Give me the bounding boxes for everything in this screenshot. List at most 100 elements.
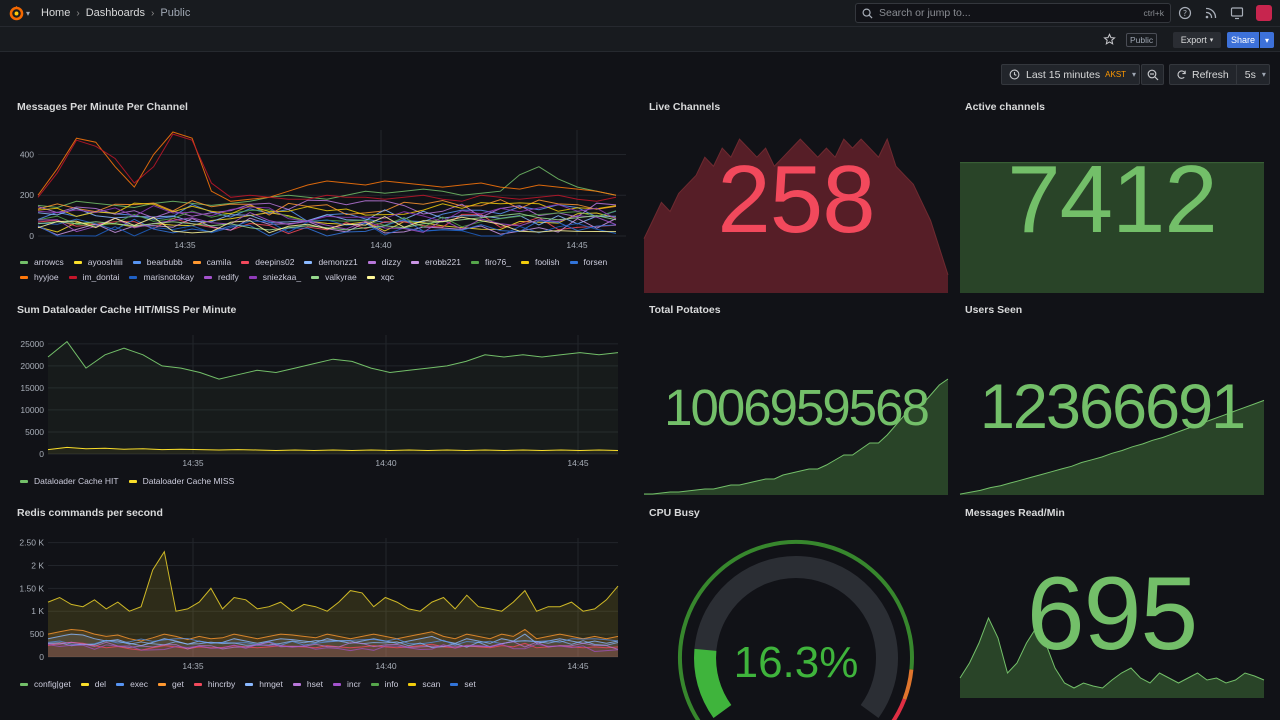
legend-item-hmget[interactable]: hmget (245, 679, 283, 689)
star-icon[interactable] (1103, 33, 1116, 46)
redis-chart[interactable]: 0 500 1 K 1.50 K 2 K 2.50 K 14:35 14:40 14:45 (0, 528, 640, 675)
share-button[interactable]: Share (1227, 32, 1259, 48)
sparkline-line (644, 378, 949, 495)
legend-item-scan[interactable]: scan (408, 679, 440, 689)
legend-label: Dataloader Cache MISS (142, 476, 235, 486)
legend-swatch (292, 682, 301, 686)
panel-title-total-potatoes[interactable]: Total Potatoes (649, 304, 721, 316)
legend-item-config-get[interactable]: config|get (20, 679, 71, 689)
panel-title-active-channels[interactable]: Active channels (965, 101, 1045, 113)
series-line-im-dontai (37, 133, 617, 202)
legend-label: exec (130, 679, 149, 689)
x-tick-label: 14:40 (375, 458, 397, 468)
time-range-picker[interactable]: Last 15 minutes AKST ▾ (1001, 64, 1140, 85)
export-label: Export (1180, 35, 1207, 45)
legend-label: info (384, 679, 399, 689)
legend-item-get[interactable]: get (158, 679, 184, 689)
y-tick-label: 5000 (25, 427, 44, 437)
sparkline-line (959, 616, 1265, 689)
messages-chart[interactable]: 0 200 400 14:35 14:40 14:45 (0, 120, 640, 255)
legend-swatch (128, 479, 137, 483)
legend-label: hmget (259, 679, 283, 689)
legend-label: del (94, 679, 107, 689)
active-channels-value: 7412 (1007, 146, 1218, 253)
legend-label: deepins02 (255, 257, 295, 267)
legend-item-marisnotokay[interactable]: marisnotokay (129, 272, 194, 282)
breadcrumb-dashboards[interactable]: Dashboards (85, 7, 146, 19)
legend-item-incr[interactable]: incr (332, 679, 361, 689)
legend-swatch (248, 275, 257, 279)
legend-item-info[interactable]: info (370, 679, 399, 689)
legend-item-dataloader-cache-hit[interactable]: Dataloader Cache HIT (20, 476, 119, 486)
legend-item-del[interactable]: del (80, 679, 107, 689)
y-tick-label: 0 (39, 652, 44, 662)
refresh-interval[interactable]: 5s (1244, 68, 1256, 81)
search-input[interactable]: Search or jump to... ctrl+k (855, 3, 1171, 23)
legend-item-exec[interactable]: exec (116, 679, 148, 689)
cache-legend: Dataloader Cache HIT Dataloader Cache MIS… (20, 476, 620, 486)
legend-swatch (520, 260, 529, 264)
users-seen-value: 12366691 (979, 372, 1246, 442)
y-tick-label: 1 K (31, 606, 44, 616)
legend-item-camila[interactable]: camila (192, 257, 231, 267)
legend-label: forsen (583, 257, 608, 267)
legend-item-xqc[interactable]: xqc (366, 272, 394, 282)
legend-swatch (80, 682, 89, 686)
legend-swatch (241, 260, 250, 264)
legend-item-redify[interactable]: redify (204, 272, 239, 282)
series-line-ayooshliii (37, 212, 617, 233)
legend-item-deepins02[interactable]: deepins02 (241, 257, 294, 267)
legend-item-hset[interactable]: hset (292, 679, 323, 689)
legend-label: foolish (534, 257, 560, 267)
legend-item-arrowcs[interactable]: arrowcs (20, 257, 64, 267)
legend-item-erobb221[interactable]: erobb221 (411, 257, 461, 267)
help-icon[interactable]: ? (1178, 6, 1192, 20)
legend-label: incr (346, 679, 361, 689)
legend-item-demonzz1[interactable]: demonzz1 (304, 257, 358, 267)
monitor-icon[interactable] (1230, 6, 1244, 20)
panel-title-cache[interactable]: Sum Dataloader Cache HIT/MISS Per Minute (17, 304, 237, 316)
dashboard-toolbar (0, 27, 1280, 52)
user-avatar[interactable] (1256, 5, 1272, 21)
cache-chart[interactable]: 0 5000 10000 15000 20000 25000 14:35 14:40 14:45 (0, 325, 640, 470)
refresh-button[interactable]: Refresh 5s ▾ (1169, 64, 1270, 85)
legend-item-sniezkaa-[interactable]: sniezkaa_ (248, 272, 301, 282)
share-dropdown-button[interactable]: ▾ (1260, 32, 1274, 48)
series-line-camila (37, 199, 617, 216)
legend-item-dataloader-cache-miss[interactable]: Dataloader Cache MISS (128, 476, 235, 486)
chevron-right-icon: › (76, 7, 80, 19)
chevron-down-icon[interactable]: ▾ (26, 9, 31, 18)
panel-title-live-channels[interactable]: Live Channels (649, 101, 721, 113)
panel-title-users-seen[interactable]: Users Seen (965, 304, 1023, 316)
legend-item-set[interactable]: set (450, 679, 476, 689)
legend-swatch (569, 260, 578, 264)
legend-item-ayooshliii[interactable]: ayooshliii (73, 257, 123, 267)
legend-item-dizzy[interactable]: dizzy (367, 257, 401, 267)
export-button[interactable]: Export ▾ (1173, 32, 1221, 48)
rss-icon[interactable] (1204, 6, 1218, 20)
legend-label: marisnotokay (143, 272, 194, 282)
legend-label: valkyrae (325, 272, 357, 282)
panel-title-messages[interactable]: Messages Per Minute Per Channel (17, 101, 188, 113)
y-tick-label: 200 (20, 190, 34, 200)
legend-item-firo76-[interactable]: firo76_ (470, 257, 511, 267)
x-tick-label: 14:35 (182, 661, 204, 671)
panel-title-redis[interactable]: Redis commands per second (17, 507, 163, 519)
legend-item-im-dontai[interactable]: im_dontai (68, 272, 119, 282)
legend-swatch (20, 275, 28, 279)
zoom-out-button[interactable] (1141, 64, 1164, 85)
panel-title-cpu-busy[interactable]: CPU Busy (649, 507, 700, 519)
series-line-deepins02 (37, 213, 617, 235)
grafana-logo-icon[interactable] (8, 5, 25, 22)
legend-item-forsen[interactable]: forsen (569, 257, 608, 267)
legend-item-hincrby[interactable]: hincrby (193, 679, 235, 689)
legend-swatch (408, 682, 417, 686)
legend-item-bearbubb[interactable]: bearbubb (132, 257, 183, 267)
legend-item-hyyjoe[interactable]: hyyjoe (20, 272, 59, 282)
legend-item-valkyrae[interactable]: valkyrae (311, 272, 357, 282)
y-tick-label: 10000 (20, 405, 44, 415)
legend-item-foolish[interactable]: foolish (520, 257, 560, 267)
chevron-down-icon: ▾ (1209, 37, 1214, 44)
breadcrumb-home[interactable]: Home (41, 7, 71, 19)
panel-title-messages-read[interactable]: Messages Read/Min (965, 507, 1065, 519)
